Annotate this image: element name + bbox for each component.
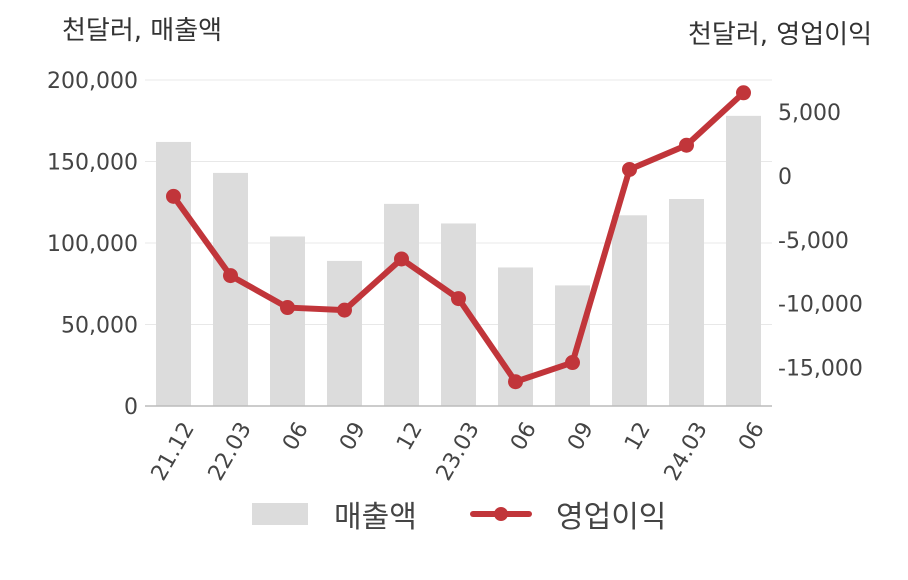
- point-operating-profit: [166, 188, 181, 204]
- point-operating-profit: [394, 251, 409, 267]
- x-axis-tick-label: 23.03: [432, 418, 485, 485]
- point-operating-profit: [280, 300, 295, 316]
- x-axis-tick-label: 09: [563, 418, 599, 455]
- point-operating-profit: [451, 291, 466, 307]
- bar-revenue: [213, 172, 248, 406]
- bar-revenue: [669, 198, 704, 406]
- x-axis-tick-label: 12: [620, 418, 656, 455]
- bar-revenue: [156, 141, 191, 406]
- point-operating-profit: [337, 302, 352, 318]
- point-operating-profit: [736, 85, 751, 101]
- x-axis-tick-label: 06: [734, 418, 770, 455]
- right-axis-unit-label: 천달러, 영업이익: [688, 20, 872, 50]
- right-axis-tick-label: -15,000: [778, 357, 863, 382]
- legend-revenue-label: 매출액: [334, 500, 417, 535]
- right-axis-tick-label: -5,000: [778, 229, 849, 254]
- x-axis-tick-label: 22.03: [204, 418, 257, 485]
- point-operating-profit: [508, 374, 523, 390]
- left-axis-tick-label: 150,000: [47, 151, 138, 176]
- x-axis-tick-label: 12: [392, 418, 428, 455]
- legend-item-revenue: 매출액: [252, 492, 417, 536]
- legend-operating-profit-label: 영업이익: [556, 500, 667, 535]
- point-operating-profit: [622, 161, 637, 177]
- x-axis-tick-label: 24.03: [660, 418, 713, 485]
- x-axis-tick-label: 09: [335, 418, 371, 455]
- x-axis-tick-label: 21.12: [147, 418, 200, 485]
- point-operating-profit: [679, 137, 694, 153]
- point-operating-profit: [565, 355, 580, 371]
- x-axis-tick-label: 06: [506, 418, 542, 455]
- left-axis-unit-label: 천달러, 매출액: [62, 16, 223, 46]
- right-axis-tick-label: 5,000: [778, 101, 841, 126]
- right-axis-tick-label: -10,000: [778, 293, 863, 318]
- bar-revenue: [612, 215, 647, 406]
- bar-revenue: [327, 260, 362, 406]
- left-axis-tick-label: 200,000: [47, 69, 138, 94]
- point-operating-profit: [223, 268, 238, 284]
- bar-revenue: [384, 203, 419, 406]
- bar-revenue: [270, 236, 305, 406]
- legend-bar-swatch: [252, 503, 308, 525]
- legend-line-swatch: [470, 503, 532, 525]
- right-axis-tick-label: 0: [778, 165, 792, 190]
- left-axis-tick-label: 50,000: [61, 314, 138, 339]
- x-axis-tick-label: 06: [278, 418, 314, 455]
- bar-revenue: [726, 115, 761, 407]
- left-axis-tick-label: 100,000: [47, 232, 138, 257]
- legend-item-operating-profit: 영업이익: [470, 492, 666, 536]
- left-axis-tick-label: 0: [124, 395, 138, 420]
- bar-revenue: [555, 285, 590, 406]
